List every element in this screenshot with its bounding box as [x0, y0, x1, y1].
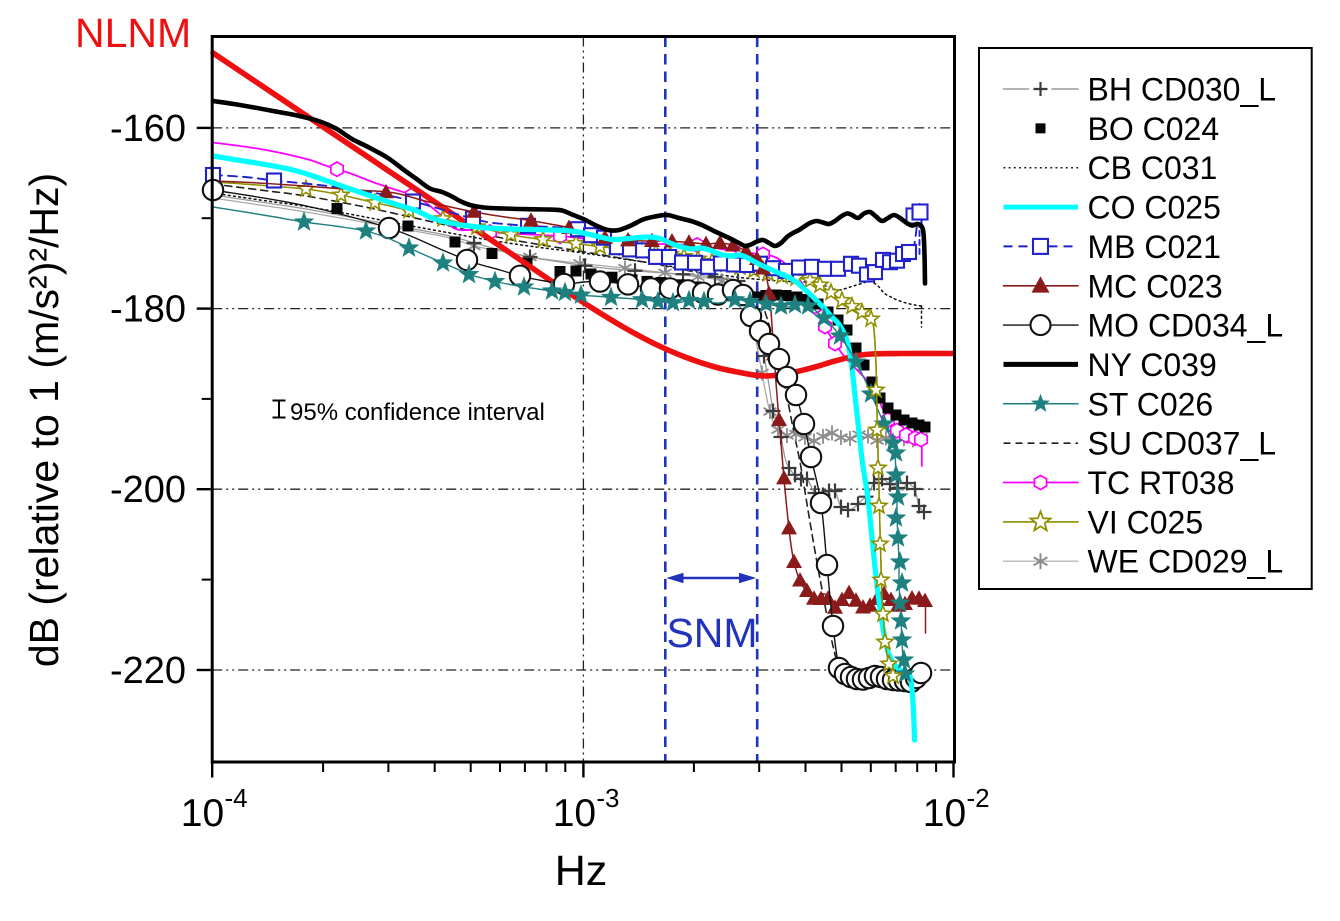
svg-text:-4: -4 — [225, 783, 248, 813]
svg-text:WE CD029_L: WE CD029_L — [1088, 544, 1284, 580]
svg-text:NLNM: NLNM — [75, 10, 191, 56]
svg-text:ST C026: ST C026 — [1088, 386, 1214, 422]
svg-text:-3: -3 — [596, 783, 619, 813]
svg-text:MC C023: MC C023 — [1088, 268, 1223, 304]
svg-text:10: 10 — [181, 792, 224, 835]
svg-text:CB C031: CB C031 — [1088, 150, 1218, 186]
svg-text:-180: -180 — [110, 289, 186, 331]
svg-text:VI C025: VI C025 — [1088, 504, 1204, 540]
svg-text:-200: -200 — [110, 469, 186, 511]
svg-text:SNM: SNM — [666, 610, 757, 656]
svg-text:BH CD030_L: BH CD030_L — [1088, 72, 1277, 108]
svg-text:CO C025: CO C025 — [1088, 190, 1221, 226]
svg-text:-2: -2 — [967, 783, 990, 813]
svg-text:TC RT038: TC RT038 — [1088, 465, 1235, 501]
svg-text:10: 10 — [553, 792, 596, 835]
svg-text:-220: -220 — [110, 650, 186, 692]
svg-text:dB (relative to 1 (m/s²)²/Hz): dB (relative to 1 (m/s²)²/Hz) — [21, 173, 67, 667]
svg-text:95% confidence interval: 95% confidence interval — [290, 399, 545, 426]
svg-text:10: 10 — [923, 792, 966, 835]
svg-text:MB C021: MB C021 — [1088, 229, 1221, 265]
svg-text:BO C024: BO C024 — [1088, 111, 1220, 147]
svg-text:-160: -160 — [110, 108, 186, 150]
svg-text:NY C039: NY C039 — [1088, 347, 1217, 383]
svg-text:SU CD037_L: SU CD037_L — [1088, 426, 1277, 462]
svg-text:Hz: Hz — [555, 847, 608, 895]
svg-text:MO CD034_L: MO CD034_L — [1088, 308, 1284, 344]
